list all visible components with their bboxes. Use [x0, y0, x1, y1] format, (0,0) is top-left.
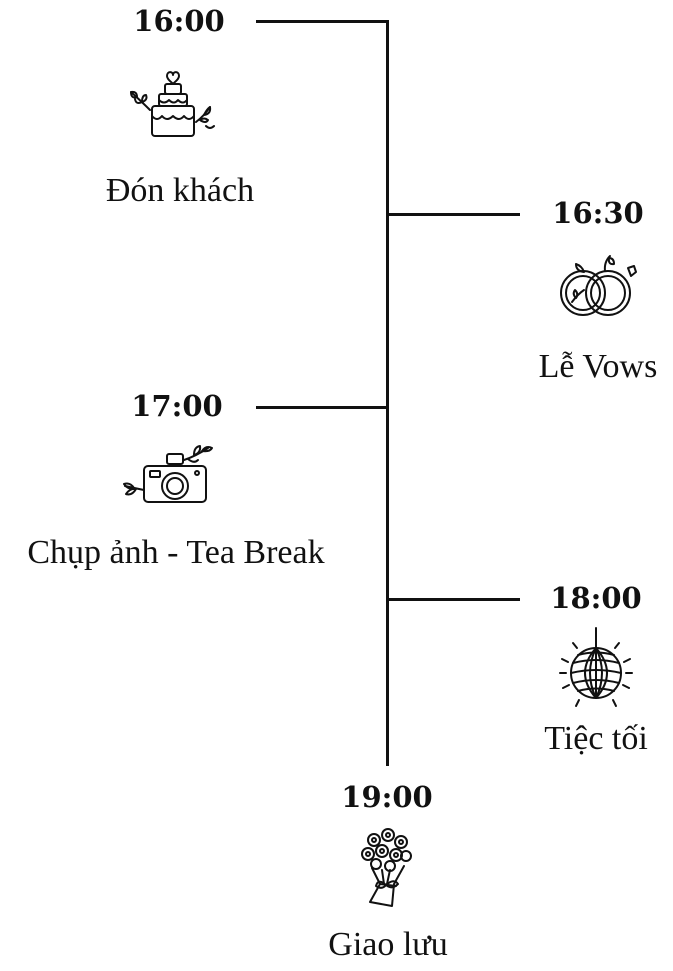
- event-time-1800: 18:00: [550, 581, 642, 615]
- event-time-1700: 17:00: [131, 389, 223, 423]
- event-label-1630: Lễ Vows: [538, 348, 658, 385]
- event-time-1600: 16:00: [133, 4, 225, 38]
- event-label-1600: Đón khách: [105, 172, 255, 209]
- event-label-1800: Tiệc tối: [544, 720, 648, 757]
- connector-1800: [386, 598, 520, 601]
- event-time-1900: 19:00: [341, 780, 433, 814]
- event-label-1700: Chụp ảnh - Tea Break: [27, 534, 325, 571]
- camera-icon: [122, 445, 216, 508]
- flower-bouquet-icon: [356, 826, 416, 908]
- wedding-cake-icon: [128, 62, 215, 142]
- event-label-1900: Giao lưu: [328, 926, 448, 963]
- disco-ball-icon: [556, 627, 636, 708]
- connector-1630: [386, 213, 520, 216]
- event-time-1630: 16:30: [552, 196, 644, 230]
- wedding-rings-icon: [558, 255, 638, 322]
- timeline-spine: [386, 20, 389, 766]
- connector-1700: [256, 406, 389, 409]
- connector-1600: [256, 20, 389, 23]
